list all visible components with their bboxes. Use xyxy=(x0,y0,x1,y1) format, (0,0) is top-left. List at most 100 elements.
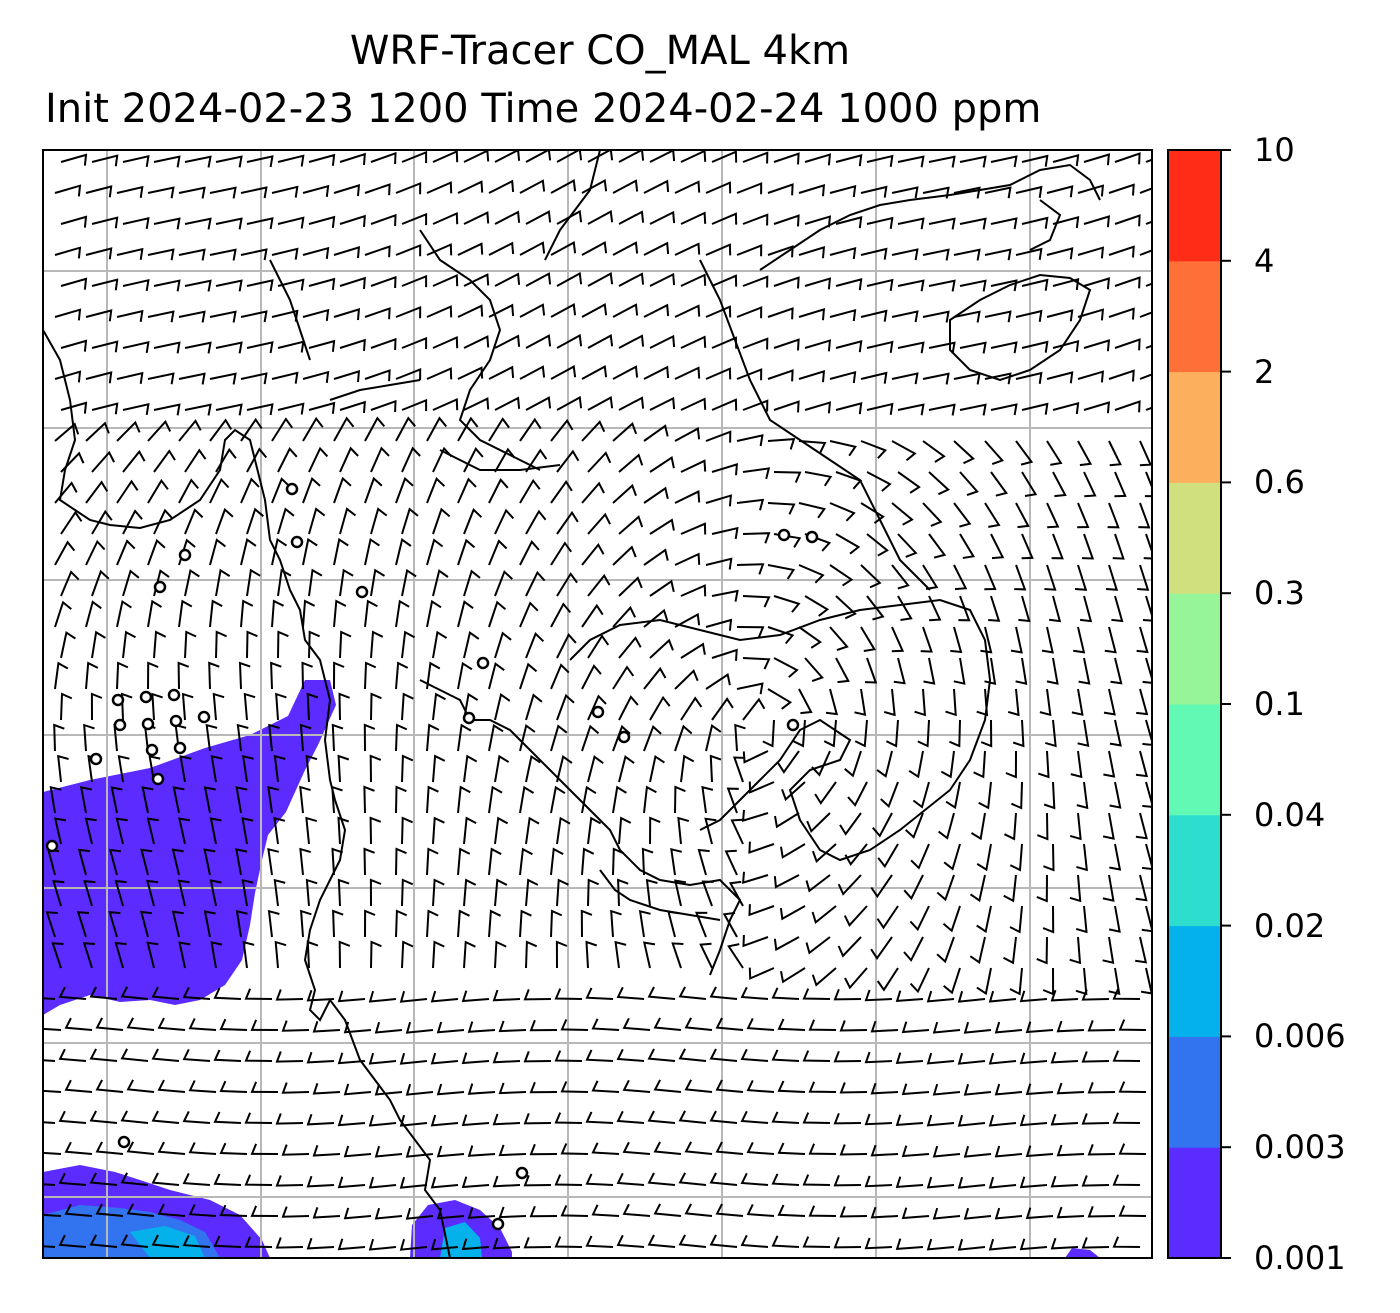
wind-barb xyxy=(988,990,1017,1003)
wind-barb xyxy=(740,1172,769,1186)
wind-barb xyxy=(587,334,614,349)
colorbar-tick-label: 0.001 xyxy=(1254,1239,1346,1277)
wind-barb xyxy=(1003,812,1017,841)
wind-barb xyxy=(277,507,295,535)
wind-barb xyxy=(984,440,1005,466)
wind-barb xyxy=(591,1204,620,1217)
wind-barb xyxy=(1015,185,1043,198)
wind-barb xyxy=(990,403,1018,416)
wind-barb xyxy=(1079,595,1093,623)
wind-barb xyxy=(273,878,286,907)
wind-barb xyxy=(585,1235,614,1248)
wind-barb xyxy=(463,569,481,597)
wind-barb xyxy=(271,247,299,260)
wind-barb xyxy=(339,152,366,165)
wind-barb xyxy=(984,248,1012,261)
wind-barb xyxy=(60,215,88,228)
wind-barb xyxy=(151,986,180,1000)
wind-barb xyxy=(910,843,930,870)
wind-barb xyxy=(701,880,714,907)
wind-barb xyxy=(647,1110,676,1124)
wind-barb xyxy=(331,785,343,814)
wind-barb xyxy=(742,532,771,544)
wind-barb xyxy=(780,843,806,859)
wind-barb xyxy=(116,185,144,198)
wind-barb xyxy=(1109,719,1122,747)
wind-barb xyxy=(1069,936,1082,965)
wind-barb xyxy=(370,507,388,535)
title-line-1: WRF-Tracer CO_MAL 4km xyxy=(349,28,851,74)
wind-barb xyxy=(1108,905,1121,933)
wind-barb xyxy=(1050,1051,1079,1064)
wind-barb xyxy=(519,847,533,876)
wind-barb xyxy=(835,154,863,167)
wind-barb xyxy=(990,533,1005,560)
wind-barb xyxy=(1036,874,1048,903)
wind-barb xyxy=(990,471,1008,497)
wind-barb xyxy=(1015,247,1043,260)
wind-barb xyxy=(674,552,701,566)
wind-barb xyxy=(587,272,614,287)
wind-barb xyxy=(805,936,831,955)
wind-barb xyxy=(114,879,127,907)
wind-barb xyxy=(581,543,605,566)
wind-barb xyxy=(370,692,382,721)
wind-barb xyxy=(953,248,981,261)
wind-barb xyxy=(647,1048,676,1062)
calm-wind-marker xyxy=(139,690,153,704)
wind-barb xyxy=(581,179,608,194)
wind-barb xyxy=(157,1203,186,1217)
wind-barb xyxy=(866,402,894,415)
wind-barb xyxy=(994,1207,1023,1220)
wind-barb xyxy=(618,636,642,659)
wind-barb xyxy=(866,216,894,229)
wind-barb xyxy=(860,440,888,459)
wind-barb xyxy=(1015,440,1034,466)
wind-barb xyxy=(891,440,917,462)
wind-barb xyxy=(519,303,546,318)
wind-barb xyxy=(178,941,191,969)
wind-barb xyxy=(643,179,670,194)
wind-barb xyxy=(1141,843,1152,871)
wind-barb xyxy=(674,180,701,194)
wind-barb xyxy=(674,242,701,256)
wind-barb xyxy=(184,403,212,416)
wind-barb xyxy=(182,1048,211,1062)
wind-barb xyxy=(209,538,227,566)
colorbar-segment xyxy=(1168,1036,1221,1148)
wind-barb xyxy=(922,186,950,199)
wind-barb xyxy=(829,502,856,522)
wind-barb xyxy=(847,781,868,807)
wind-barb xyxy=(58,1234,87,1248)
wind-barb xyxy=(525,632,545,659)
wind-barb xyxy=(302,370,330,384)
wind-barb xyxy=(554,1050,583,1062)
wind-barb xyxy=(95,1203,124,1217)
wind-barb xyxy=(587,150,614,163)
wind-barb xyxy=(331,847,344,876)
wind-barb xyxy=(959,403,987,416)
wind-barb xyxy=(240,372,268,385)
wind-barb xyxy=(835,471,863,490)
wind-barb xyxy=(1046,247,1074,260)
wind-barb xyxy=(215,155,243,168)
wind-barb xyxy=(178,599,193,628)
wind-barb xyxy=(461,1052,490,1065)
wind-barb xyxy=(990,155,1018,168)
wind-barb xyxy=(277,447,298,473)
wind-barb xyxy=(151,1048,180,1062)
wind-barb xyxy=(746,1141,775,1155)
wind-barb xyxy=(405,1145,434,1158)
wind-barb xyxy=(274,940,287,969)
wind-barb xyxy=(976,967,992,996)
wind-barb xyxy=(943,967,961,995)
wind-barb xyxy=(773,936,800,952)
wind-barb xyxy=(333,308,361,321)
wind-barb xyxy=(709,1048,738,1062)
wind-barb xyxy=(339,507,357,535)
wind-barb xyxy=(83,879,96,907)
wind-barb xyxy=(1112,533,1125,560)
wind-barb xyxy=(116,309,144,322)
wind-barb xyxy=(705,367,732,380)
wind-barb xyxy=(581,303,608,318)
